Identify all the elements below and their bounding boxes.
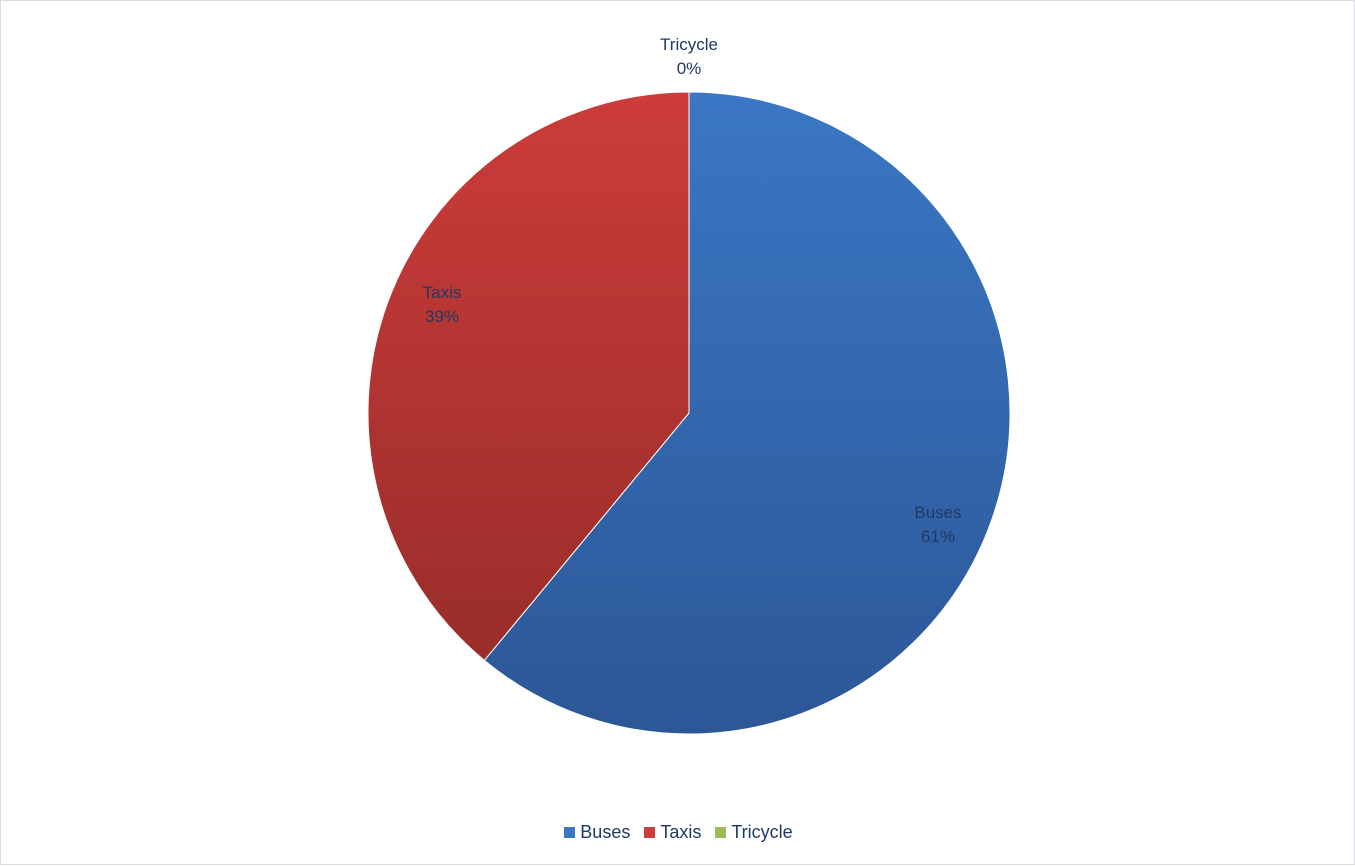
data-label-tricycle: Tricycle 0% <box>660 33 718 81</box>
legend-swatch-buses <box>564 827 576 838</box>
legend-swatch-tricycle <box>715 827 727 838</box>
pie-slice-taxis <box>367 91 690 662</box>
data-label-buses-name: Buses <box>914 503 962 522</box>
data-label-tricycle-name: Tricycle <box>660 35 718 54</box>
legend-label-tricycle: Tricycle <box>731 822 793 842</box>
data-label-buses-value: 61% <box>920 527 956 546</box>
legend-label-buses: Buses <box>580 822 631 842</box>
pie-slice-buses <box>483 91 1011 735</box>
data-label-taxis-value: 39% <box>424 307 460 326</box>
legend-item-taxis: Taxis <box>644 822 701 843</box>
data-label-taxis-name: Taxis <box>422 283 462 302</box>
legend-item-tricycle: Tricycle <box>715 822 793 843</box>
data-label-tricycle-value: 0% <box>676 59 702 78</box>
legend-swatch-taxis <box>644 827 656 838</box>
legend: Buses Taxis Tricycle <box>1 822 1355 843</box>
data-label-taxis: Taxis 39% <box>423 281 462 329</box>
legend-item-buses: Buses <box>564 822 630 843</box>
data-label-buses: Buses 61% <box>914 501 961 549</box>
legend-label-taxis: Taxis <box>660 822 702 842</box>
